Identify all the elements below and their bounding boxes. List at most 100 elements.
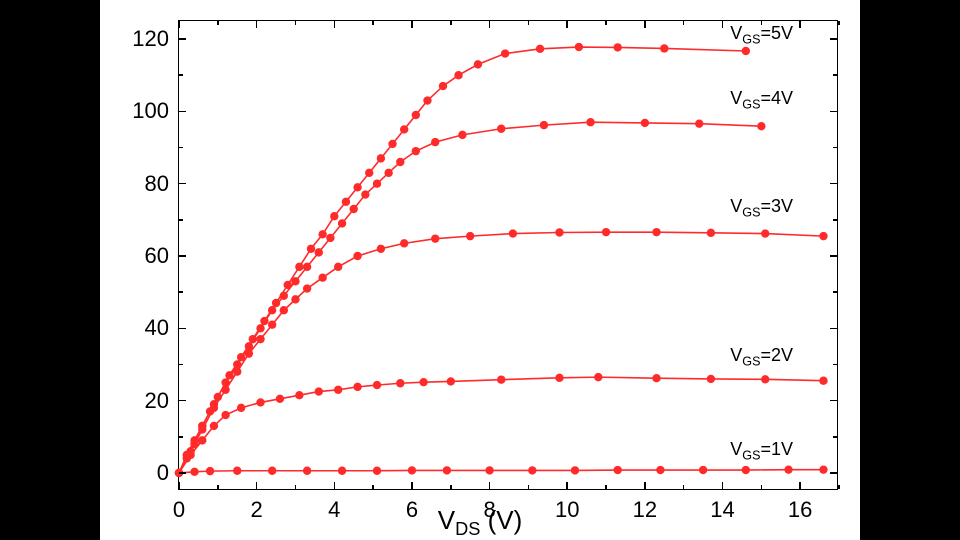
y-tick-major [830,400,837,402]
x-tick-label: 14 [710,489,734,523]
series-marker-vgs3 [256,335,264,343]
series-marker-vgs3 [466,232,474,240]
series-annotation-vgs5: VGS=5V [730,23,793,47]
y-tick-minor [179,147,183,149]
series-marker-vgs1 [338,467,346,475]
x-tick-major [334,482,336,489]
series-marker-vgs5 [249,335,257,343]
series-marker-vgs5 [423,96,431,104]
y-tick-label: 0 [157,460,179,486]
y-tick-major [179,400,186,402]
y-tick-major [179,111,186,113]
y-tick-label: 20 [145,388,179,414]
series-marker-vgs2 [707,375,715,383]
series-marker-vgs5 [198,422,206,430]
series-marker-vgs5 [284,281,292,289]
x-tick-major [722,21,724,28]
series-marker-vgs4 [412,147,420,155]
series-marker-vgs4 [315,248,323,256]
series-marker-vgs4 [396,158,404,166]
series-marker-vgs5 [614,43,622,51]
x-tick-minor [217,21,219,25]
series-marker-vgs3 [761,229,769,237]
series-marker-vgs1 [373,467,381,475]
series-marker-vgs3 [555,228,563,236]
series-marker-vgs2 [761,375,769,383]
series-annotation-vgs4: VGS=4V [730,88,793,112]
series-marker-vgs5 [742,47,750,55]
x-tick-major [411,21,413,28]
x-axis-label: VDS (V) [438,505,523,540]
series-marker-vgs5 [365,169,373,177]
series-marker-vgs5 [318,230,326,238]
x-tick-minor [528,21,530,25]
y-tick-minor [833,436,837,438]
series-marker-vgs1 [742,466,750,474]
y-tick-label: 60 [145,243,179,269]
y-tick-minor [179,364,183,366]
x-tick-minor [217,485,219,489]
x-tick-minor [838,485,840,489]
series-marker-vgs4 [361,190,369,198]
series-marker-vgs4 [586,118,594,126]
series-marker-vgs1 [303,467,311,475]
x-tick-major [489,482,491,489]
y-tick-major [830,183,837,185]
y-tick-major [830,472,837,474]
series-marker-vgs4 [458,131,466,139]
series-marker-vgs2 [256,398,264,406]
series-marker-vgs2 [334,386,342,394]
series-marker-vgs5 [575,43,583,51]
x-tick-minor [838,21,840,25]
series-marker-vgs5 [412,111,420,119]
x-tick-minor [372,21,374,25]
y-tick-minor [179,74,183,76]
y-tick-label: 100 [132,98,179,124]
series-marker-vgs3 [353,252,361,260]
series-marker-vgs4 [540,121,548,129]
x-tick-major [722,482,724,489]
series-marker-vgs5 [439,82,447,90]
series-annotation-vgs1: VGS=1V [730,439,793,463]
series-marker-vgs3 [268,320,276,328]
x-tick-major [256,482,258,489]
series-marker-vgs5 [536,45,544,53]
series-marker-vgs2 [819,377,827,385]
chart-container: ID (A) 0204060801001200246810121416VGS=1… [100,0,860,540]
x-tick-minor [605,21,607,25]
x-tick-label: 12 [633,489,657,523]
series-marker-vgs5 [183,454,191,462]
series-marker-vgs4 [641,119,649,127]
series-marker-vgs5 [388,140,396,148]
series-marker-vgs5 [474,60,482,68]
plot-area: 0204060801001200246810121416VGS=1VVGS=2V… [178,20,838,490]
y-tick-label: 120 [132,26,179,52]
series-marker-vgs2 [419,378,427,386]
series-marker-vgs2 [315,387,323,395]
series-annotation-vgs2: VGS=2V [730,345,793,369]
y-tick-minor [179,291,183,293]
series-marker-vgs3 [318,273,326,281]
y-tick-label: 80 [145,171,179,197]
y-tick-major [830,328,837,330]
series-marker-vgs5 [400,125,408,133]
y-tick-major [179,255,186,257]
series-marker-vgs5 [454,71,462,79]
x-tick-minor [683,21,685,25]
series-marker-vgs4 [384,169,392,177]
x-tick-minor [605,485,607,489]
x-tick-major [489,21,491,28]
series-marker-vgs1 [206,467,214,475]
y-tick-major [830,111,837,113]
x-tick-major [644,482,646,489]
series-marker-vgs5 [272,299,280,307]
series-marker-vgs5 [330,212,338,220]
series-marker-vgs2 [447,377,455,385]
series-marker-vgs5 [214,393,222,401]
series-marker-vgs2 [198,436,206,444]
x-tick-minor [528,485,530,489]
series-marker-vgs3 [400,239,408,247]
x-tick-major [256,21,258,28]
series-marker-vgs5 [353,183,361,191]
series-marker-vgs1 [268,467,276,475]
